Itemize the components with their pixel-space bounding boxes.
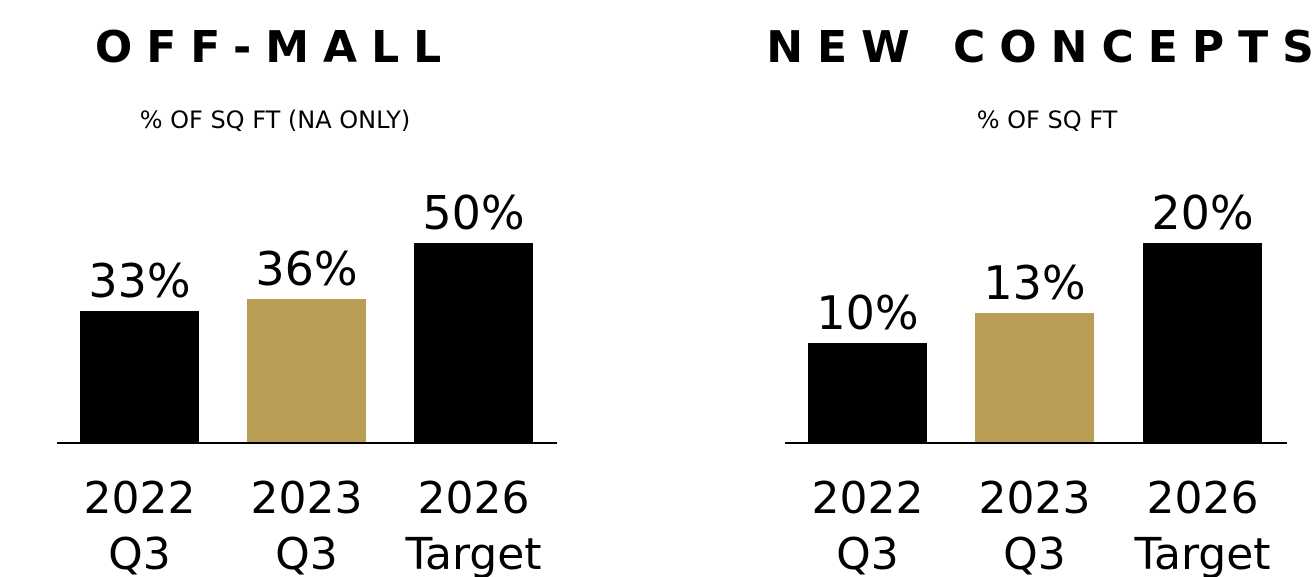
x-tick-label: Q3	[275, 529, 338, 577]
value-label: 33%	[88, 254, 190, 308]
bar	[975, 313, 1094, 443]
bar	[80, 311, 199, 443]
chart-title: NEW CONCEPTS	[766, 22, 1316, 73]
x-tick-label: Target	[404, 529, 541, 577]
x-tick-label: 2022	[812, 473, 924, 524]
value-label: 36%	[255, 242, 357, 296]
x-tick-label: Target	[1133, 529, 1270, 577]
bar	[808, 343, 927, 443]
x-tick-label: 2023	[979, 473, 1091, 524]
bar	[247, 299, 366, 443]
x-tick-label: 2022	[84, 473, 196, 524]
value-label: 13%	[983, 256, 1085, 310]
value-label: 50%	[422, 186, 524, 240]
x-tick-label: 2026	[1147, 473, 1259, 524]
x-tick-label: Q3	[1003, 529, 1066, 577]
chart-title: OFF-MALL	[95, 22, 455, 73]
x-tick-label: 2026	[418, 473, 530, 524]
x-tick-label: Q3	[108, 529, 171, 577]
value-label: 10%	[816, 286, 918, 340]
value-label: 20%	[1151, 186, 1253, 240]
x-tick-label: 2023	[251, 473, 363, 524]
chart-subtitle: % OF SQ FT (NA ONLY)	[140, 106, 411, 134]
chart-subtitle: % OF SQ FT	[977, 106, 1118, 134]
bar	[414, 243, 533, 443]
x-tick-label: Q3	[836, 529, 899, 577]
bar	[1143, 243, 1262, 443]
